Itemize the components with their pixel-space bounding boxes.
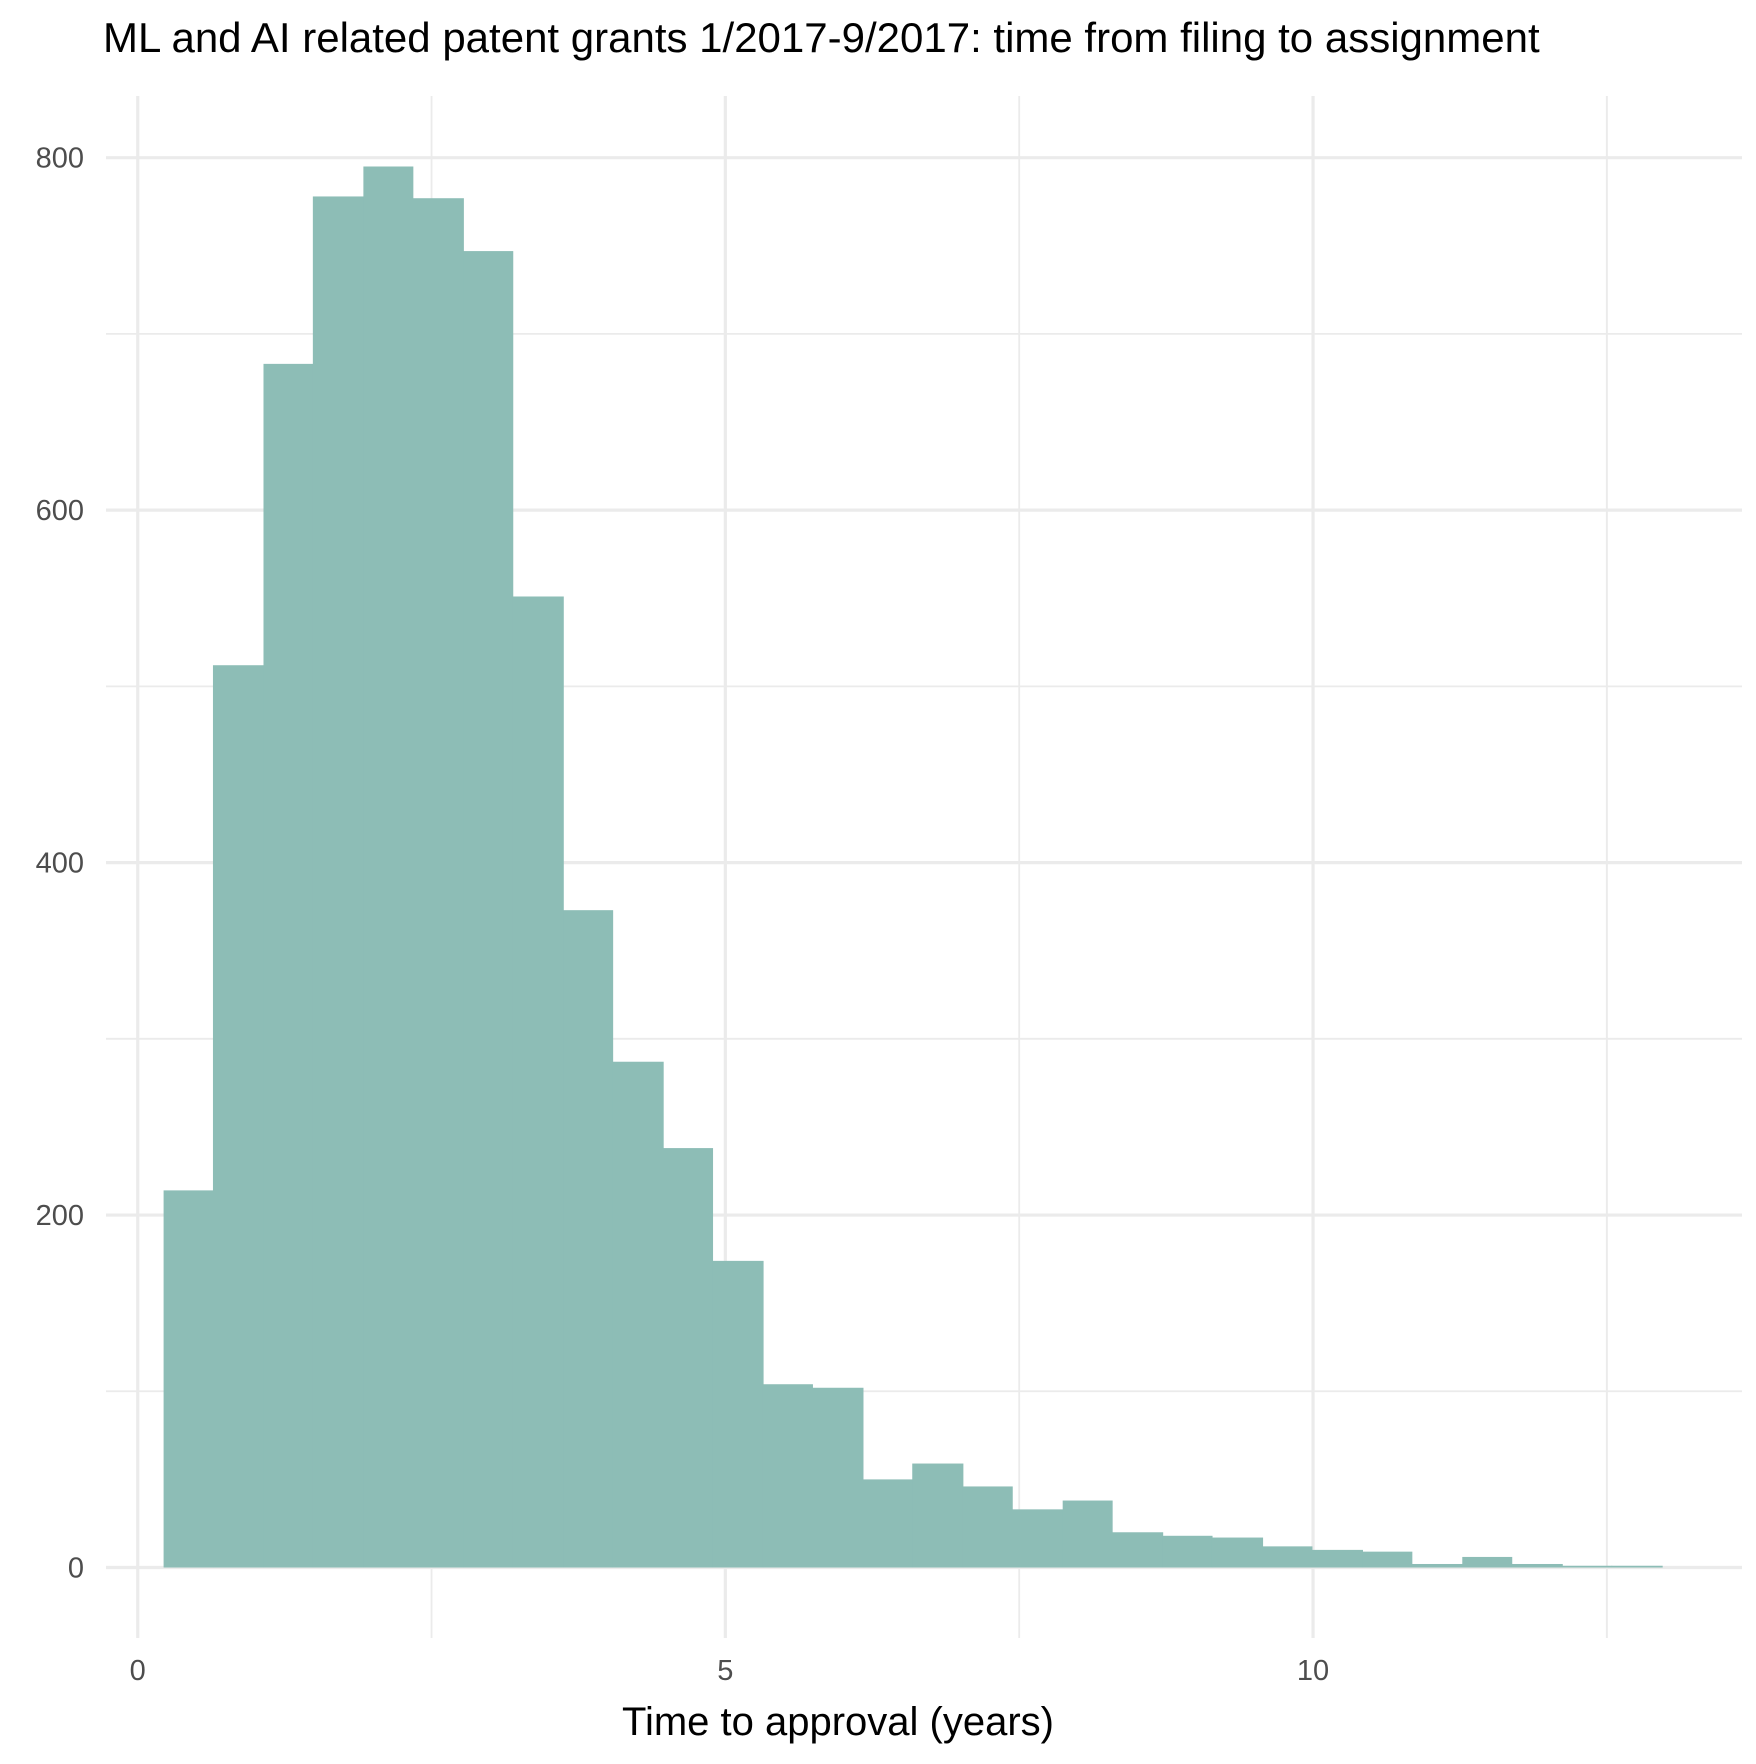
- y-tick-label: 0: [68, 1553, 84, 1585]
- histogram-bar: [612, 1061, 664, 1568]
- histogram-bar: [762, 1384, 813, 1568]
- histogram-bar: [1062, 1500, 1113, 1568]
- x-tick-label: 10: [1297, 1655, 1329, 1687]
- histogram-bar: [163, 1190, 214, 1568]
- x-axis-title: Time to approval (years): [622, 1700, 1054, 1744]
- histogram-bar: [412, 198, 464, 1568]
- x-tick-label: 5: [717, 1655, 733, 1687]
- histogram-bar: [312, 196, 364, 1568]
- histogram-bar: [1012, 1509, 1064, 1568]
- y-tick-label: 800: [36, 143, 84, 175]
- histogram-bar: [663, 1148, 714, 1568]
- histogram-bar: [962, 1486, 1013, 1568]
- histogram-bar: [212, 665, 265, 1568]
- histogram-bar: [1611, 1565, 1663, 1568]
- histogram-bar: [1511, 1563, 1563, 1568]
- histogram-bars: [163, 166, 1663, 1568]
- y-tick-label: 400: [36, 848, 84, 880]
- tick-labels: 0 5 10 0 200 400 600 800: [36, 143, 1330, 1687]
- chart-title: ML and AI related patent grants 1/2017-9…: [103, 14, 1540, 61]
- y-tick-label: 200: [36, 1200, 84, 1232]
- histogram-bar: [912, 1463, 964, 1568]
- histogram-bar: [1362, 1551, 1413, 1568]
- histogram-bar: [1411, 1563, 1463, 1568]
- histogram-bar: [1311, 1549, 1363, 1568]
- histogram-bar: [263, 363, 314, 1568]
- histogram-bar: [712, 1260, 764, 1568]
- histogram-bar: [363, 166, 414, 1568]
- histogram-bar: [1562, 1565, 1613, 1568]
- histogram-bar: [463, 251, 514, 1568]
- histogram-bar: [812, 1387, 864, 1568]
- histogram-bar: [563, 910, 614, 1568]
- histogram-bar: [1462, 1556, 1513, 1568]
- histogram-bar: [862, 1479, 913, 1568]
- histogram-bar: [1112, 1532, 1164, 1568]
- x-tick-label: 0: [130, 1655, 146, 1687]
- histogram-bar: [1262, 1546, 1313, 1568]
- histogram-bar: [512, 596, 564, 1568]
- histogram-bar: [1211, 1537, 1264, 1568]
- histogram-bar: [1162, 1535, 1213, 1568]
- y-tick-label: 600: [36, 495, 84, 527]
